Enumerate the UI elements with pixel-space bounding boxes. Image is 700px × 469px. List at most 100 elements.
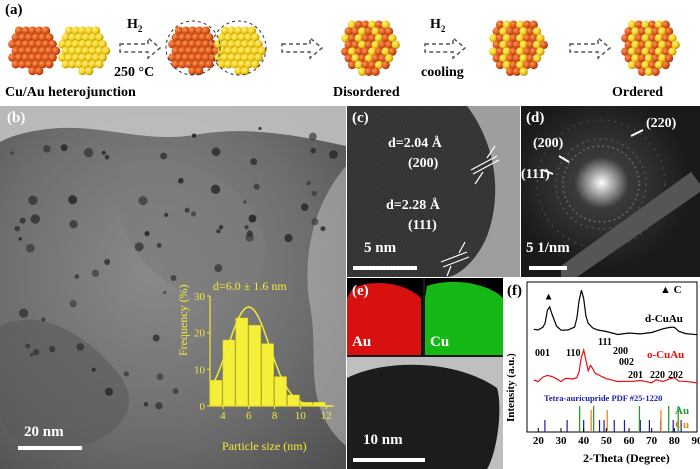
nanoparticle [246, 230, 253, 237]
atom [351, 54, 360, 63]
atom [624, 40, 633, 50]
atom [364, 40, 374, 50]
atom [178, 46, 187, 56]
intermediate-cluster [165, 20, 267, 76]
atom [624, 54, 633, 63]
atom [364, 67, 374, 76]
nanoparticle [306, 180, 311, 186]
atom [374, 47, 384, 56]
atom [634, 60, 643, 70]
atom [244, 60, 253, 69]
atom [519, 27, 528, 36]
atom [381, 60, 390, 70]
atom [347, 33, 357, 43]
atom [627, 20, 637, 29]
atom [35, 53, 44, 62]
atom [230, 60, 240, 69]
atom [368, 47, 377, 56]
atom [81, 60, 91, 69]
nanoparticle [310, 147, 316, 154]
atom [195, 66, 204, 76]
atom [217, 60, 226, 69]
panel-e-scale-text: 10 nm [363, 432, 403, 448]
atom [344, 27, 353, 36]
atom [505, 27, 515, 36]
atom [198, 60, 207, 69]
atom [244, 46, 253, 56]
atom [171, 60, 180, 69]
atom [237, 33, 247, 42]
atom [191, 60, 201, 69]
atom [357, 27, 367, 36]
trace-label-d-cuau: d-CuAu [645, 313, 683, 325]
atom [188, 66, 197, 76]
nanoparticle [244, 225, 249, 230]
atom [58, 53, 67, 62]
atom [654, 20, 664, 29]
nanoparticle [60, 144, 68, 152]
reference-label: Tetra-auricupride PDF #25-1220 [544, 393, 663, 403]
nanoparticle [218, 225, 224, 230]
step2-condition: cooling [421, 65, 464, 80]
atom [45, 60, 54, 69]
atom [371, 54, 380, 63]
atom [195, 39, 204, 49]
panel-c-scale-text: 5 nm [364, 240, 397, 256]
atom [357, 40, 367, 50]
histogram-title: d=6.0 ± 1.6 nm [213, 279, 287, 293]
atom [58, 39, 67, 49]
xrd-xtick-label: 50 [601, 435, 613, 447]
atom [529, 33, 538, 43]
nanoparticle [308, 132, 317, 141]
atom [648, 33, 657, 43]
atom [35, 66, 44, 76]
atom [361, 47, 370, 56]
atom [381, 47, 390, 56]
atom [495, 60, 505, 70]
atom [624, 27, 633, 36]
arrow-4 [569, 36, 612, 60]
atom [24, 60, 34, 69]
atom [644, 27, 654, 36]
map-label-au: Au [352, 334, 372, 350]
atom [18, 60, 27, 69]
atom [88, 46, 97, 56]
atom [195, 53, 204, 62]
nanoparticle [91, 367, 96, 372]
atom [68, 60, 77, 69]
atom [174, 39, 184, 49]
atom [21, 39, 30, 49]
caption-disordered: Disordered [333, 85, 400, 100]
histogram-bar [235, 317, 249, 407]
reference-cu-label: Cu [675, 419, 690, 431]
nanoparticle [191, 133, 197, 138]
atom [201, 39, 211, 49]
atom [28, 26, 37, 35]
nanoparticle [138, 196, 148, 206]
atom [174, 53, 184, 62]
cu-au-heterojunction-cluster [8, 26, 111, 76]
plane-111: (111) [408, 218, 437, 233]
atom [188, 26, 197, 35]
atom [641, 47, 650, 56]
atom [48, 39, 57, 49]
histogram-bar [248, 325, 261, 407]
atom [81, 46, 91, 56]
atom [195, 26, 204, 35]
nanoparticle [25, 343, 31, 349]
step1-temperature: 250 °C [114, 65, 155, 80]
atom [522, 20, 532, 29]
panel-b-label: (b) [7, 110, 26, 126]
atom [522, 60, 532, 70]
atom [234, 66, 243, 76]
atom [378, 27, 387, 36]
xrd-xtick-label: 40 [578, 435, 590, 447]
xrd-xtick-label: 60 [624, 435, 636, 447]
atom [181, 53, 190, 62]
nanoparticle [300, 203, 309, 211]
atom [68, 46, 77, 56]
atom [24, 46, 34, 56]
step1-gas: H2 [127, 17, 143, 34]
atom [492, 27, 501, 36]
atom [526, 40, 535, 50]
